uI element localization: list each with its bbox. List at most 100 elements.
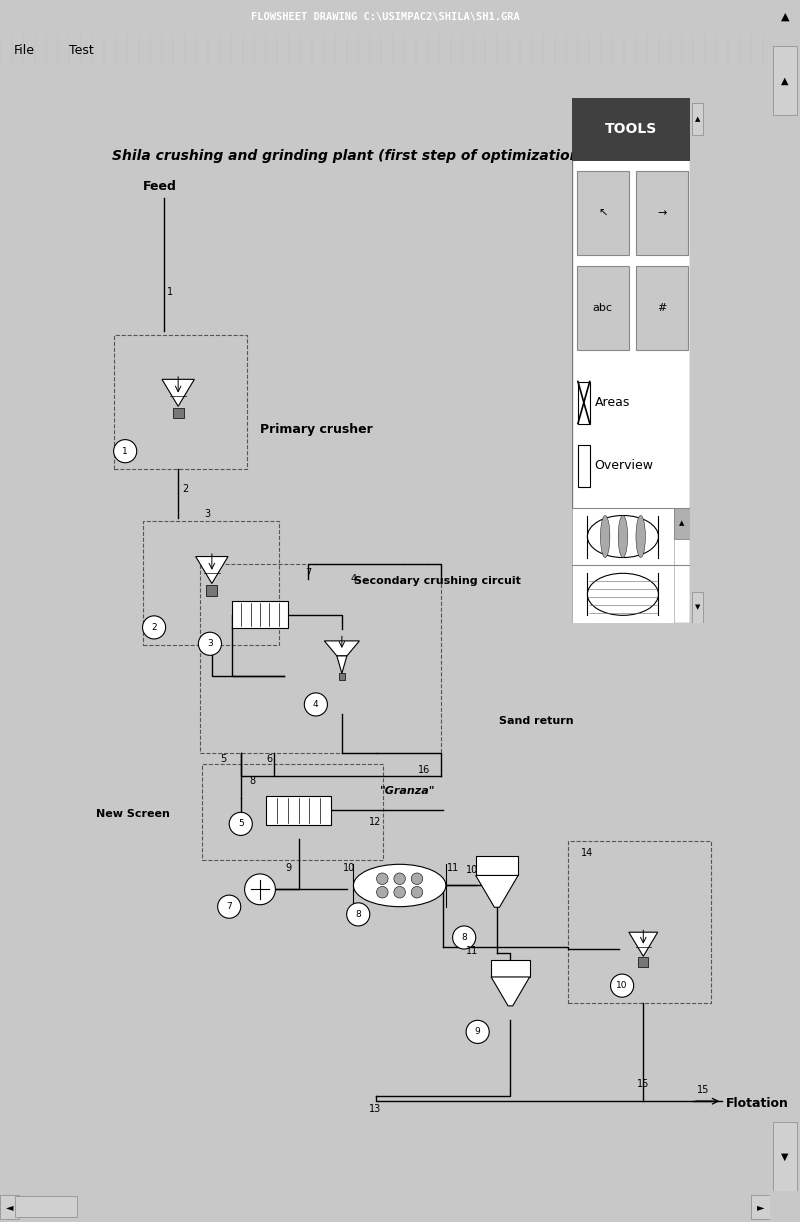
- Polygon shape: [337, 656, 347, 673]
- Text: 3: 3: [204, 508, 210, 519]
- Text: 11: 11: [446, 863, 458, 874]
- Bar: [232, 601, 288, 628]
- Circle shape: [142, 616, 166, 639]
- Text: 4: 4: [313, 700, 318, 709]
- Text: Sand return: Sand return: [499, 716, 574, 726]
- Text: ▲: ▲: [781, 12, 790, 22]
- Circle shape: [636, 516, 646, 557]
- Text: Shila crushing and grinding plant (first step of optimization - 1991): Shila crushing and grinding plant (first…: [112, 149, 639, 163]
- Text: "Granza": "Granza": [380, 786, 436, 796]
- Bar: [577, 266, 629, 349]
- Circle shape: [394, 886, 406, 898]
- Bar: [572, 98, 690, 161]
- Polygon shape: [629, 932, 658, 957]
- Text: 10: 10: [342, 863, 354, 874]
- Text: Feed: Feed: [142, 180, 176, 193]
- Text: ▼: ▼: [782, 1151, 789, 1162]
- Bar: [674, 507, 690, 539]
- Circle shape: [453, 926, 476, 949]
- Text: ▲: ▲: [782, 76, 789, 86]
- Ellipse shape: [587, 573, 658, 616]
- Text: ◄: ◄: [6, 1201, 14, 1212]
- Bar: [774, 1122, 797, 1191]
- Bar: [568, 841, 710, 1003]
- Bar: [578, 381, 590, 424]
- Text: 1: 1: [167, 287, 174, 297]
- Bar: [751, 1195, 770, 1220]
- Text: abc: abc: [593, 303, 613, 313]
- Circle shape: [411, 886, 422, 898]
- Circle shape: [394, 873, 406, 885]
- Text: Overview: Overview: [594, 459, 654, 472]
- Text: 5: 5: [220, 754, 226, 764]
- Text: File: File: [14, 44, 35, 57]
- Text: Flotation: Flotation: [726, 1096, 789, 1110]
- Bar: [266, 796, 331, 825]
- Text: 13: 13: [370, 1103, 382, 1114]
- Bar: [200, 563, 441, 753]
- Text: 5: 5: [238, 820, 244, 829]
- Bar: [572, 507, 674, 566]
- Bar: [15, 1196, 77, 1217]
- Text: 10: 10: [616, 981, 628, 990]
- Bar: [114, 335, 246, 469]
- Circle shape: [377, 886, 388, 898]
- Text: 9: 9: [474, 1028, 481, 1036]
- Bar: [577, 171, 629, 255]
- Text: ↖: ↖: [598, 209, 607, 219]
- Circle shape: [601, 516, 610, 557]
- Circle shape: [346, 903, 370, 926]
- Text: 16: 16: [418, 765, 430, 775]
- Bar: [578, 445, 590, 486]
- Bar: [692, 103, 703, 134]
- Text: 6: 6: [266, 754, 273, 764]
- Bar: [202, 764, 383, 860]
- Text: 1: 1: [122, 447, 128, 456]
- Polygon shape: [324, 640, 359, 656]
- Circle shape: [229, 813, 252, 836]
- Bar: [173, 408, 183, 418]
- Circle shape: [304, 693, 327, 716]
- Bar: [476, 857, 518, 875]
- Bar: [774, 45, 797, 115]
- Text: Primary crusher: Primary crusher: [260, 423, 373, 435]
- Text: 15: 15: [697, 1085, 709, 1095]
- Text: 9: 9: [286, 863, 292, 874]
- Bar: [206, 585, 218, 595]
- Bar: [491, 959, 530, 976]
- Text: Test: Test: [70, 44, 94, 57]
- Text: →: →: [658, 209, 666, 219]
- Text: ▲: ▲: [679, 521, 685, 527]
- Text: 8: 8: [355, 910, 361, 919]
- Circle shape: [466, 1020, 490, 1044]
- Text: New Screen: New Screen: [96, 809, 170, 819]
- Text: 8: 8: [250, 776, 255, 787]
- Bar: [142, 522, 279, 645]
- Circle shape: [411, 873, 422, 885]
- Circle shape: [218, 896, 241, 918]
- Bar: [0, 1195, 19, 1220]
- Polygon shape: [491, 976, 530, 1006]
- Text: 4: 4: [350, 574, 357, 584]
- Circle shape: [198, 632, 222, 655]
- Bar: [638, 958, 648, 967]
- Ellipse shape: [587, 516, 658, 557]
- Circle shape: [245, 874, 275, 904]
- Bar: [692, 591, 703, 623]
- Text: 15: 15: [637, 1079, 650, 1089]
- Text: Secondary crushing circuit: Secondary crushing circuit: [354, 577, 522, 587]
- Bar: [636, 171, 688, 255]
- Circle shape: [114, 440, 137, 463]
- Text: ►: ►: [757, 1201, 765, 1212]
- Text: 3: 3: [207, 639, 213, 649]
- Text: 8: 8: [462, 932, 467, 942]
- Polygon shape: [162, 379, 194, 406]
- Text: 7: 7: [226, 902, 232, 912]
- Text: 11: 11: [466, 946, 478, 956]
- Polygon shape: [196, 556, 228, 583]
- Text: Areas: Areas: [594, 396, 630, 409]
- Circle shape: [610, 974, 634, 997]
- Text: 2: 2: [151, 623, 157, 632]
- Text: #: #: [658, 303, 666, 313]
- Bar: [339, 673, 345, 679]
